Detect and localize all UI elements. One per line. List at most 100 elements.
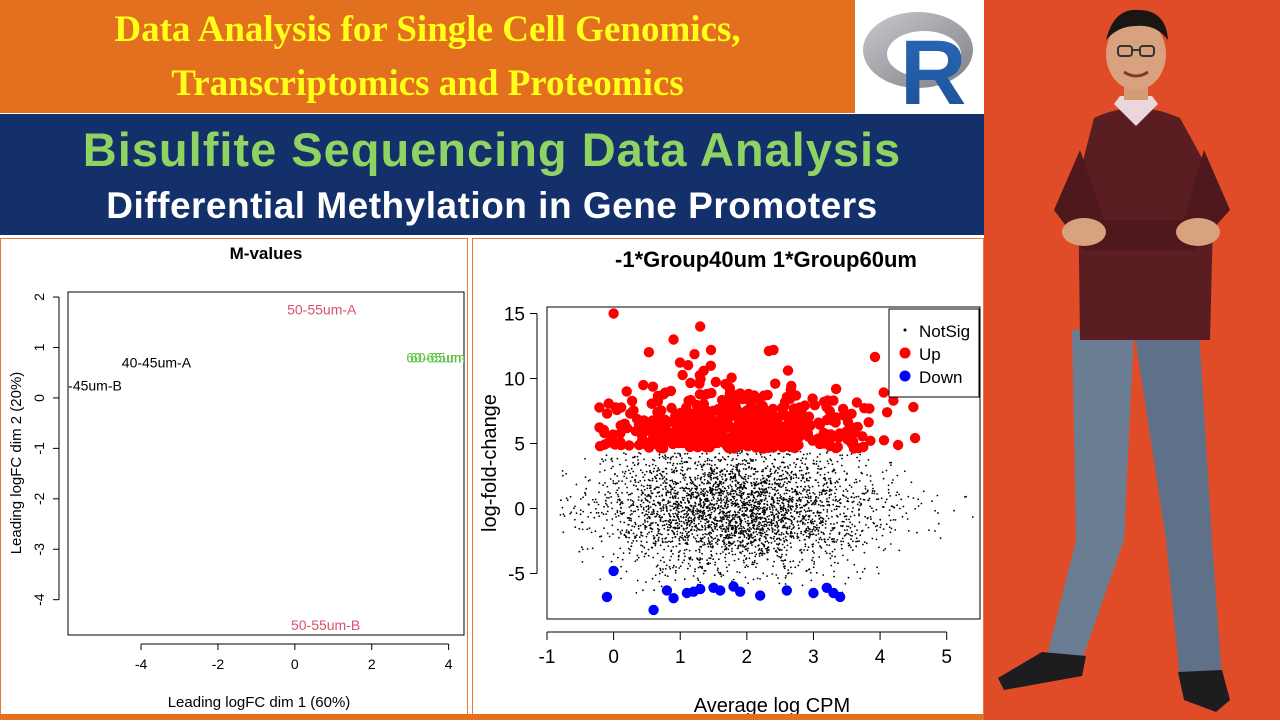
md-point-notsig <box>732 475 735 478</box>
md-point-notsig <box>681 506 684 509</box>
md-point-notsig <box>756 478 759 480</box>
md-point-notsig <box>675 509 678 512</box>
md-point-notsig <box>861 472 864 475</box>
md-point-notsig <box>713 473 715 475</box>
md-point-notsig <box>814 503 817 505</box>
md-point-notsig <box>694 570 696 573</box>
md-point-notsig <box>862 498 865 501</box>
md-point-notsig <box>774 525 777 528</box>
md-point-notsig <box>754 491 757 494</box>
md-point-notsig <box>809 495 812 498</box>
md-point-notsig <box>763 480 766 482</box>
md-point-notsig <box>855 537 858 540</box>
md-point-notsig <box>764 491 767 493</box>
md-point-notsig <box>782 473 785 476</box>
md-point-notsig <box>710 464 713 467</box>
md-point-notsig <box>654 544 657 547</box>
md-point-notsig <box>623 475 625 478</box>
md-point-notsig <box>689 457 692 460</box>
md-point-notsig <box>578 527 581 530</box>
md-point-notsig <box>866 517 869 520</box>
md-point-notsig <box>840 525 842 527</box>
md-point-up <box>694 370 705 381</box>
md-point-notsig <box>851 523 854 526</box>
md-point-notsig <box>806 500 809 502</box>
md-point-notsig <box>729 470 732 473</box>
md-point-notsig <box>753 561 756 564</box>
md-point-notsig <box>714 463 716 466</box>
md-point-notsig <box>589 479 591 481</box>
md-point-notsig <box>701 526 704 529</box>
md-point-notsig <box>723 518 725 520</box>
md-point-up <box>709 425 721 436</box>
md-point-notsig <box>900 498 903 501</box>
md-point-notsig <box>815 524 818 526</box>
md-point-notsig <box>701 540 703 543</box>
md-point-notsig <box>638 536 641 539</box>
md-point-notsig <box>640 494 643 496</box>
md-point-notsig <box>659 559 662 562</box>
md-point-notsig <box>678 567 681 569</box>
md-point-notsig <box>835 488 838 491</box>
md-point-notsig <box>817 533 820 535</box>
md-points <box>559 308 974 616</box>
md-point-notsig <box>595 501 598 504</box>
md-point-notsig <box>793 517 796 519</box>
md-point-notsig <box>670 468 673 471</box>
md-point-notsig <box>714 537 717 540</box>
md-point-notsig <box>674 497 677 499</box>
md-point-notsig <box>632 532 635 535</box>
md-point-notsig <box>773 519 775 522</box>
md-point-notsig <box>775 574 778 576</box>
md-point-notsig <box>815 463 818 465</box>
md-point-notsig <box>732 465 735 468</box>
md-point-notsig <box>803 538 806 541</box>
md-point-up <box>832 441 843 453</box>
md-point-notsig <box>634 510 637 512</box>
md-point-notsig <box>630 467 633 470</box>
md-point-notsig <box>742 463 744 465</box>
md-point-notsig <box>662 520 664 523</box>
md-point-notsig <box>815 571 818 574</box>
md-point-notsig <box>700 465 703 468</box>
md-point-notsig <box>659 518 662 521</box>
md-point-down <box>668 593 679 604</box>
md-point-up <box>807 393 818 404</box>
md-point-notsig <box>834 481 837 484</box>
md-point-notsig <box>616 493 619 496</box>
md-point-notsig <box>648 464 651 467</box>
md-point-notsig <box>651 528 654 530</box>
md-point-notsig <box>668 514 671 516</box>
md-point-notsig <box>817 541 820 544</box>
md-point-up <box>865 435 876 446</box>
md-point-notsig <box>745 506 747 509</box>
md-y-label: log-fold-change <box>479 394 501 532</box>
md-point-notsig <box>814 515 817 517</box>
md-point-notsig <box>833 548 836 551</box>
md-point-notsig <box>620 577 622 580</box>
md-point-notsig <box>630 529 633 532</box>
md-point-notsig <box>887 488 890 491</box>
md-point-notsig <box>746 481 749 484</box>
md-point-notsig <box>740 486 742 489</box>
md-point-notsig <box>627 498 629 501</box>
md-point-up <box>830 383 842 395</box>
md-point-notsig <box>731 468 734 471</box>
md-point-notsig <box>732 502 734 505</box>
md-point-notsig <box>865 492 867 494</box>
md-point-notsig <box>760 493 763 496</box>
md-point-notsig <box>887 484 890 487</box>
md-point-notsig <box>619 547 622 550</box>
md-point-notsig <box>772 509 774 511</box>
md-point-notsig <box>816 526 818 529</box>
md-point-notsig <box>812 528 815 530</box>
md-point-notsig <box>778 533 780 536</box>
md-point-notsig <box>647 554 650 557</box>
md-point-notsig <box>725 526 728 528</box>
md-point-notsig <box>750 541 752 544</box>
md-point-notsig <box>872 487 874 490</box>
md-point-notsig <box>772 465 775 468</box>
md-point-notsig <box>743 518 746 520</box>
md-point-notsig <box>701 524 703 527</box>
md-point-notsig <box>647 493 650 496</box>
